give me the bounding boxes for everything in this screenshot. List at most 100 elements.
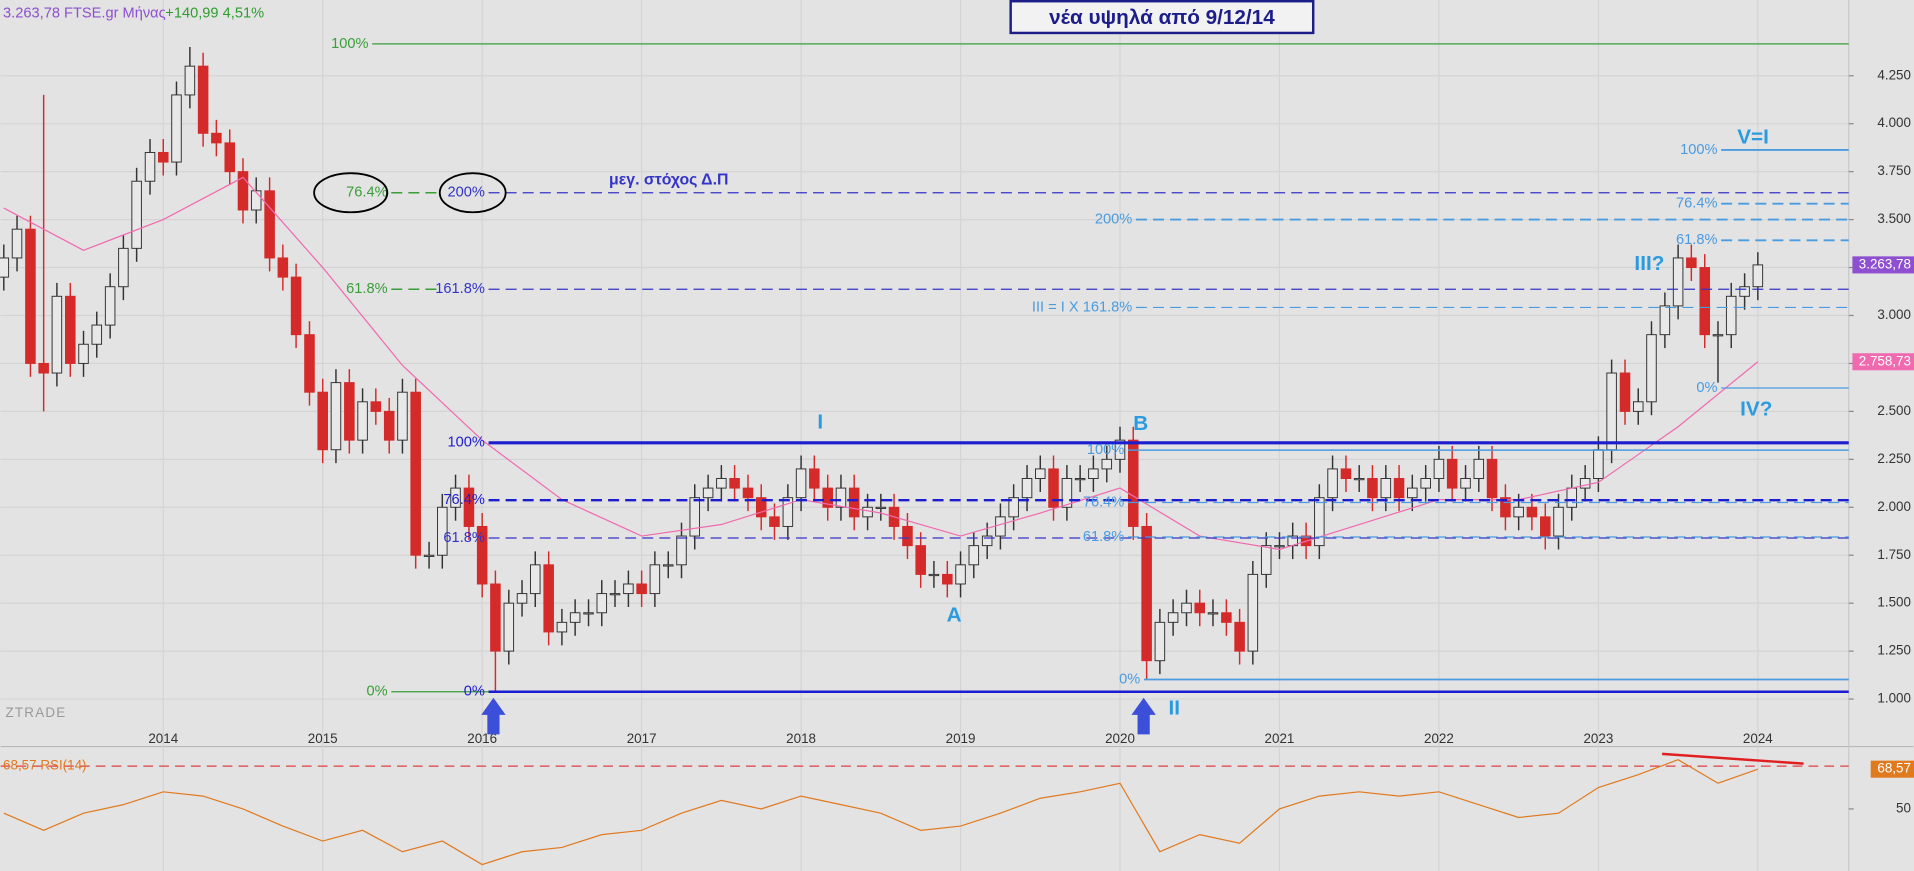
candle-body <box>795 468 807 499</box>
candle <box>623 570 634 608</box>
fib-label: 100% <box>1680 142 1717 158</box>
candle <box>1074 465 1086 492</box>
candle <box>317 378 328 464</box>
candle-body <box>968 545 980 566</box>
x-tick-label: 2015 <box>308 731 338 746</box>
candle <box>1247 560 1259 665</box>
candle <box>25 215 36 377</box>
y-tick-label: 2.250 <box>1877 451 1911 466</box>
candle-body <box>1752 264 1764 288</box>
y-tick-label: 3.000 <box>1877 307 1911 322</box>
candle-body <box>290 276 302 336</box>
candle <box>1061 465 1073 521</box>
fib-label: 0% <box>1119 671 1140 687</box>
candle <box>490 570 501 692</box>
candle-body <box>1393 478 1405 499</box>
candle-body <box>716 478 727 489</box>
fib-label: 200% <box>1095 211 1132 227</box>
candle <box>1473 445 1485 492</box>
candle <box>397 378 408 454</box>
candle-body <box>317 391 328 451</box>
candle <box>1606 359 1617 464</box>
candle-body <box>1446 458 1458 489</box>
header-change: +140,99 4,51% <box>165 5 264 21</box>
candle-body <box>769 516 780 527</box>
candle <box>344 369 355 454</box>
candle-body <box>543 564 554 633</box>
candle <box>197 52 209 147</box>
candle <box>1154 608 1166 675</box>
candle-body <box>1194 602 1206 614</box>
candle <box>1540 503 1551 550</box>
candle-body <box>25 228 36 364</box>
candle-body <box>862 506 873 518</box>
candle-body <box>1274 545 1285 548</box>
candle <box>0 244 10 291</box>
candle <box>1035 455 1046 492</box>
candle-body <box>1526 506 1538 518</box>
candle-body <box>1367 478 1378 499</box>
candle <box>1127 426 1139 540</box>
candle <box>330 369 342 464</box>
divergence-line <box>1662 752 1804 765</box>
candle-body <box>104 286 116 326</box>
candle-body <box>1420 478 1431 489</box>
candle <box>583 599 594 627</box>
candle-body <box>822 487 833 508</box>
last-price-box <box>1852 256 1914 274</box>
candle <box>1221 599 1232 636</box>
candle <box>224 129 236 186</box>
candle-body <box>955 564 966 585</box>
candle-body <box>1008 497 1019 518</box>
fib-label: III = I X 161.8% <box>1032 299 1132 315</box>
candle-body <box>530 564 541 595</box>
y-tick-label: 3.750 <box>1877 163 1911 178</box>
annotation: II <box>1168 696 1180 719</box>
candle <box>437 493 448 569</box>
candle <box>290 263 302 349</box>
candle-body <box>1473 458 1485 479</box>
candle <box>91 311 103 358</box>
candle <box>755 484 767 531</box>
candle <box>211 119 222 157</box>
candle <box>915 532 926 588</box>
candle-body <box>1088 468 1099 479</box>
candle-body <box>1433 458 1445 479</box>
candle-body <box>729 478 740 489</box>
candle <box>649 551 661 608</box>
candle-body <box>0 257 10 278</box>
candle <box>1353 465 1365 492</box>
candle-body <box>995 516 1006 537</box>
candle <box>450 474 461 521</box>
fib-label: 76.4% <box>1676 196 1717 212</box>
candle-body <box>237 171 249 211</box>
candle-body <box>383 410 395 441</box>
candle-body <box>1380 478 1392 499</box>
candle-body <box>1340 468 1352 479</box>
candle-body <box>1579 478 1591 489</box>
candle-body <box>250 190 262 211</box>
candle-body <box>782 497 794 527</box>
fib-label: 76.4% <box>346 185 387 201</box>
candle-body <box>609 593 621 596</box>
candle <box>131 167 142 262</box>
candle <box>51 282 63 387</box>
candle-body <box>1260 545 1272 575</box>
candle <box>65 282 76 377</box>
candle-body <box>1540 516 1551 537</box>
y-tick-label: 4.000 <box>1877 115 1911 130</box>
fib-label: 161.8% <box>435 281 485 297</box>
annotation: V=I <box>1737 125 1769 148</box>
candle-body <box>1035 468 1046 479</box>
candle <box>968 532 980 579</box>
candle-body <box>131 180 142 249</box>
candle-body <box>1353 478 1365 481</box>
fib-label: 61.8% <box>346 281 387 297</box>
candle <box>1340 455 1352 492</box>
highlight-ellipse <box>438 172 507 214</box>
candle-body <box>1114 439 1126 460</box>
candle <box>184 46 196 109</box>
candle-body <box>1619 372 1631 412</box>
